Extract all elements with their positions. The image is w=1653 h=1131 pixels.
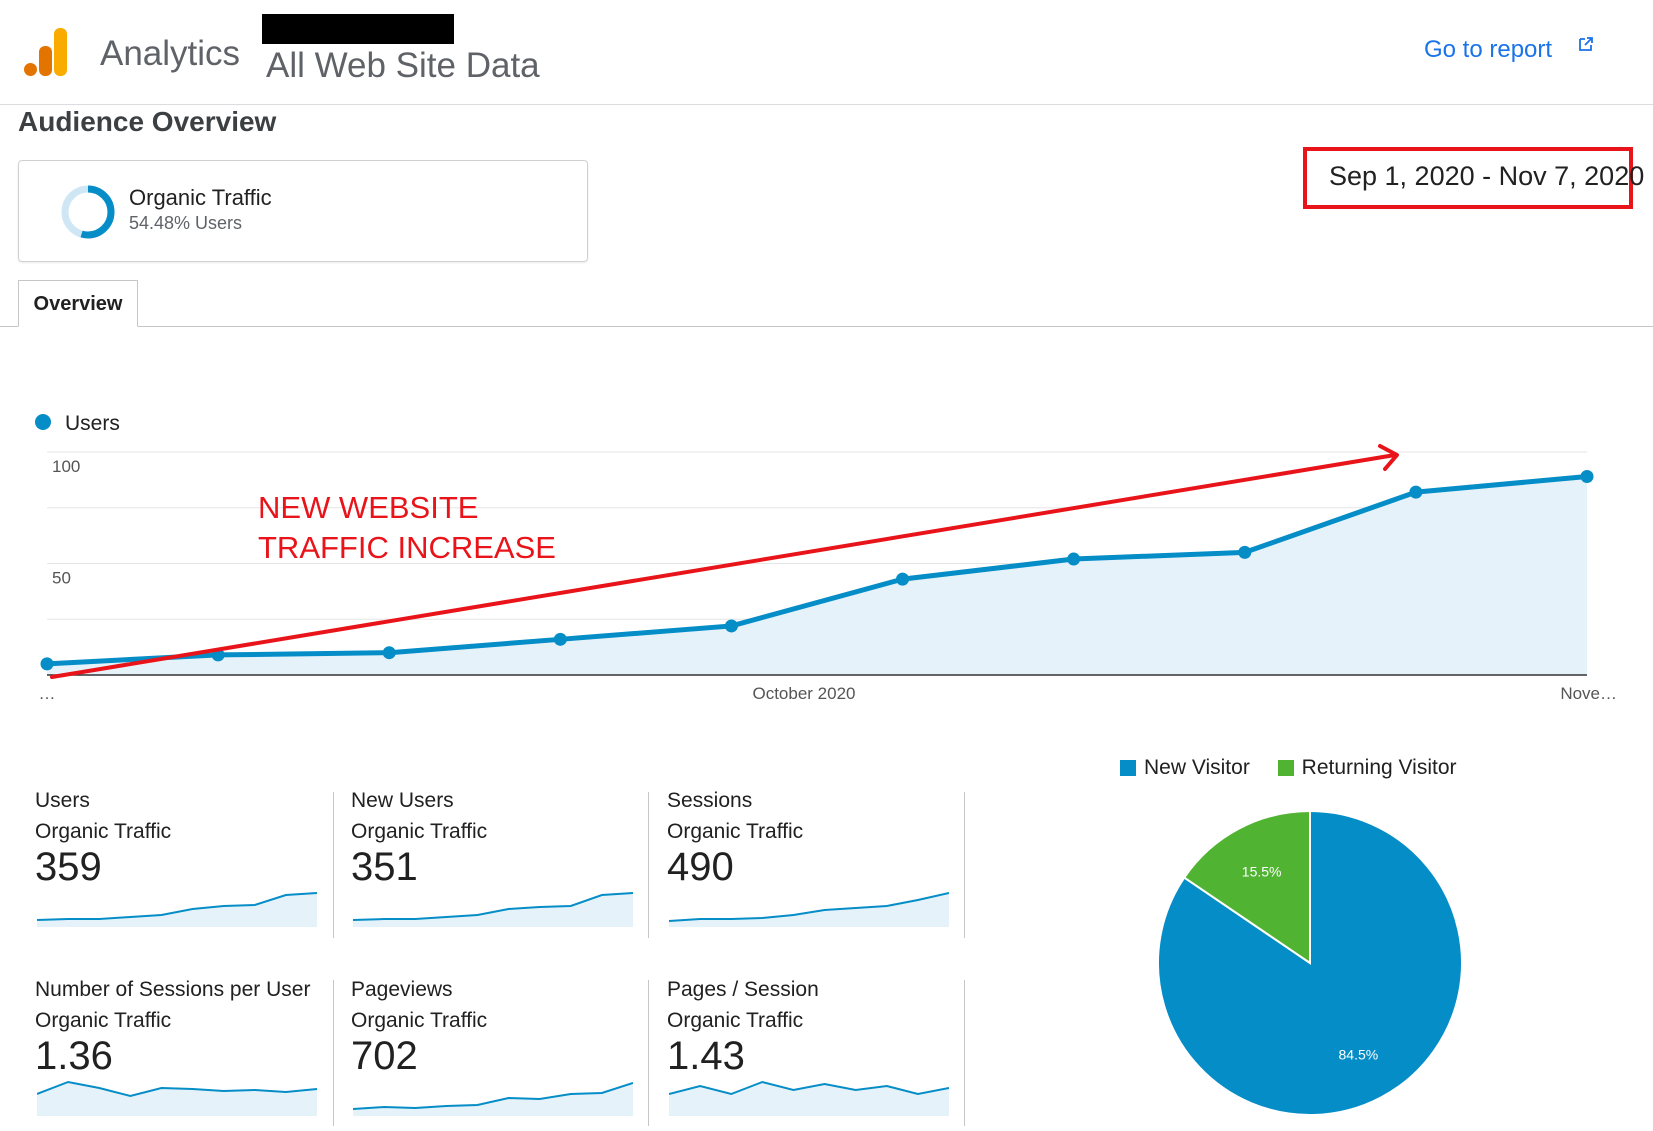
metric-name: Sessions	[667, 789, 753, 812]
metric-name: New Users	[351, 789, 454, 812]
redacted-account-name	[262, 14, 454, 44]
metric-name: Users	[35, 789, 90, 812]
users-point	[724, 619, 738, 633]
app-header: Analytics All Web Site Data Go to report	[0, 0, 1653, 105]
metric-name: Number of Sessions per User	[35, 978, 311, 1001]
annotation-arrow-head	[1378, 444, 1399, 471]
users-point	[40, 657, 54, 671]
sparkline-area	[37, 1082, 317, 1116]
x-tick-label: Nove…	[1560, 684, 1617, 703]
donut-fill	[61, 185, 115, 239]
segment-card[interactable]: Organic Traffic 54.48% Users	[18, 160, 588, 262]
annotation-text: TRAFFIC INCREASE	[258, 530, 556, 565]
segment-percentage: 54.48% Users	[129, 213, 243, 233]
metric-sessions[interactable]: Sessions Organic Traffic 490	[667, 789, 967, 969]
metric-value: 359	[35, 845, 102, 889]
x-tick-label: …	[39, 684, 56, 703]
sparkline	[669, 892, 949, 927]
sparkline-line	[669, 1080, 949, 1096]
sparkline-line	[37, 1080, 317, 1098]
x-tick-label: October 2020	[752, 684, 855, 703]
metric-segment: Organic Traffic	[35, 1009, 172, 1032]
legend-swatch	[1120, 760, 1136, 776]
pie-slice-label: 84.5%	[1339, 1046, 1379, 1062]
legend-label: Returning Visitor	[1301, 756, 1457, 779]
y-tick-label: 100	[52, 457, 80, 476]
users-point	[553, 632, 567, 646]
sparkline	[37, 1080, 317, 1116]
metric-segment: Organic Traffic	[351, 820, 488, 843]
metric-segment: Organic Traffic	[667, 1009, 804, 1032]
pie-slice-label: 15.5%	[1242, 864, 1282, 880]
metric-divider	[333, 980, 334, 1126]
metric-divider	[648, 980, 649, 1126]
sparkline-area	[669, 893, 949, 927]
sparkline-line	[353, 892, 633, 921]
sparkline-line	[669, 892, 949, 922]
go-to-report-link[interactable]: Go to report	[1424, 36, 1553, 63]
users-area	[47, 476, 1587, 675]
metric-segment: Organic Traffic	[667, 820, 804, 843]
legend-new-visitor[interactable]: New Visitor	[1120, 756, 1250, 780]
legend-label-users: Users	[65, 412, 120, 435]
visitor-pie-chart: 84.5% 15.5%	[1157, 809, 1463, 1116]
annotation-text: NEW WEBSITE	[258, 490, 478, 525]
users-line-chart: Users 100 50 … October 2020 Nove… NEW WEBSITE T…	[35, 412, 1617, 703]
users-point	[896, 572, 910, 586]
metric-value: 351	[351, 845, 418, 889]
legend-returning-visitor[interactable]: Returning Visitor	[1277, 756, 1457, 780]
users-point	[382, 646, 396, 660]
sparkline-line	[37, 892, 317, 921]
metric-divider	[333, 792, 334, 938]
pie-slice	[1182, 809, 1311, 965]
metric-segment: Organic Traffic	[351, 1009, 488, 1032]
analytics-logo	[24, 28, 67, 76]
metric-divider	[648, 792, 649, 938]
metric-value: 1.36	[35, 1034, 113, 1078]
property-view-name[interactable]: All Web Site Data	[266, 46, 540, 85]
tab-bar-line	[0, 326, 1653, 327]
sparkline	[37, 892, 317, 927]
users-line	[46, 474, 1588, 667]
sparkline-line	[353, 1082, 633, 1110]
legend-swatch	[1277, 760, 1294, 776]
metric-segment: Organic Traffic	[35, 820, 172, 843]
metric-pages-per-session[interactable]: Pages / Session Organic Traffic 1.43	[667, 978, 967, 1131]
users-point	[1238, 545, 1252, 559]
users-point	[1580, 470, 1594, 484]
segment-donut-icon	[61, 185, 115, 239]
metric-value: 702	[351, 1034, 418, 1078]
metric-name: Pageviews	[351, 978, 453, 1001]
page-title: Audience Overview	[18, 106, 277, 137]
external-link-icon[interactable]	[1578, 36, 1594, 52]
metric-new-users[interactable]: New Users Organic Traffic 351	[351, 789, 651, 969]
sparkline-area	[353, 1083, 633, 1116]
pie-legend: New Visitor Returning Visitor	[1120, 756, 1479, 780]
metric-users[interactable]: Users Organic Traffic 359	[35, 789, 335, 969]
metric-divider	[964, 980, 965, 1126]
metric-name: Pages / Session	[667, 978, 819, 1001]
y-tick-label: 50	[52, 569, 71, 588]
metric-divider	[964, 792, 965, 938]
metric-pageviews[interactable]: Pageviews Organic Traffic 702	[351, 978, 651, 1131]
sparkline	[353, 1082, 633, 1116]
sparkline	[353, 892, 633, 927]
date-range-text: Sep 1, 2020 - Nov 7, 2020	[1329, 161, 1645, 191]
metric-sessions-per-user[interactable]: Number of Sessions per User Organic Traf…	[35, 978, 335, 1131]
users-point	[1067, 552, 1081, 566]
legend-label: New Visitor	[1144, 756, 1250, 779]
app-name: Analytics	[100, 34, 241, 73]
users-point	[1409, 485, 1423, 499]
annotation-arrow-line	[50, 453, 1397, 679]
tab-overview[interactable]: Overview	[18, 280, 138, 327]
date-range-picker[interactable]: Sep 1, 2020 - Nov 7, 2020	[1303, 147, 1644, 209]
metric-value: 490	[667, 845, 734, 889]
sparkline-area	[669, 1082, 949, 1116]
legend-dot-users	[35, 414, 51, 430]
segment-name: Organic Traffic	[129, 185, 272, 210]
metric-value: 1.43	[667, 1034, 745, 1078]
sparkline	[669, 1080, 949, 1116]
